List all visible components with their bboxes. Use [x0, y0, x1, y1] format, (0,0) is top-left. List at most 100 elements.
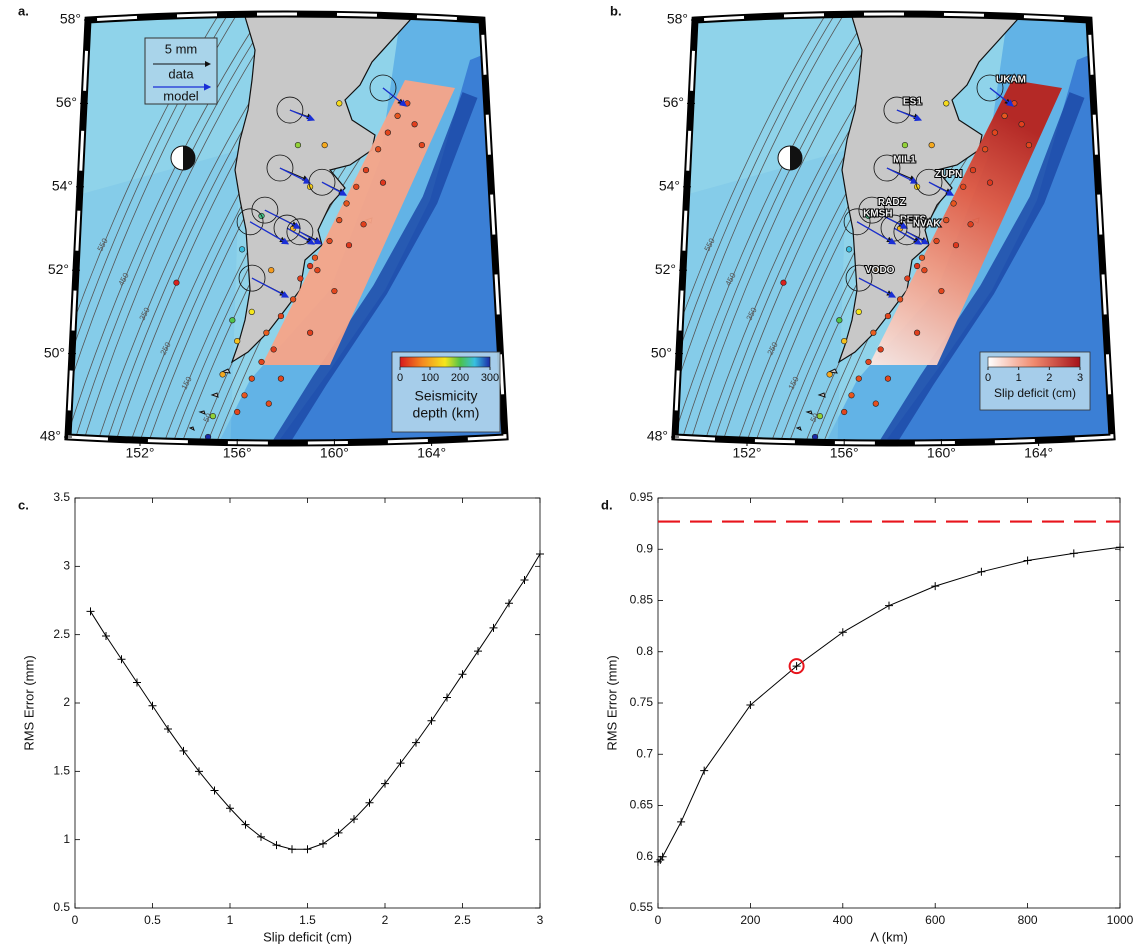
station-label: MIL1 — [893, 155, 916, 166]
earthquake — [873, 401, 879, 407]
earthquake — [943, 217, 949, 223]
earthquake — [929, 142, 935, 148]
panel-label: d. — [601, 497, 613, 512]
lon-tick-label: 156° — [223, 445, 252, 461]
station-label: NVAK — [913, 218, 941, 229]
earthquake — [914, 330, 920, 336]
earthquake — [934, 238, 940, 244]
colorbar-tick-label: 3 — [1077, 372, 1083, 384]
earthquake — [312, 255, 318, 261]
x-tick-label: 3 — [537, 913, 544, 927]
colorbar-title: Slip deficit (cm) — [994, 386, 1076, 400]
earthquake — [919, 255, 925, 261]
x-axis-label: Λ (km) — [870, 929, 908, 944]
y-tick-label: 3 — [63, 559, 70, 573]
lat-tick-label: 58° — [60, 11, 81, 27]
colorbar-tick-label: 300 — [481, 372, 499, 384]
earthquake — [849, 393, 855, 399]
earthquake — [266, 401, 272, 407]
colorbar-title: depth (km) — [413, 405, 480, 421]
x-tick-label: 0.5 — [144, 913, 161, 927]
earthquake — [290, 297, 296, 303]
earthquake — [380, 180, 386, 186]
legend-model: model — [163, 88, 199, 103]
earthquake — [987, 180, 993, 186]
colorbar-tick-label: 1 — [1016, 372, 1022, 384]
colorbar-tick-label: 2 — [1046, 372, 1052, 384]
line-panel: c.0.511.522.533.500.511.522.53Slip defic… — [18, 490, 544, 944]
lat-tick-label: 54° — [52, 178, 73, 194]
x-tick-label: 0 — [655, 913, 662, 927]
colorbar — [400, 357, 490, 367]
earthquake — [1002, 113, 1008, 119]
colorbar-tick-label: 200 — [451, 372, 469, 384]
earthquake — [866, 359, 872, 365]
station-label: VODO — [865, 265, 895, 276]
y-axis-label: RMS Error (mm) — [21, 655, 36, 750]
earthquake — [939, 288, 945, 294]
lat-tick-label: 48° — [647, 428, 668, 444]
earthquake — [885, 376, 891, 382]
earthquake — [336, 217, 342, 223]
y-tick-label: 0.55 — [630, 900, 654, 914]
earthquake — [419, 142, 425, 148]
earthquake — [363, 167, 369, 173]
earthquake — [259, 359, 265, 365]
x-tick-label: 200 — [740, 913, 760, 927]
lon-tick-label: 164° — [417, 445, 446, 461]
earthquake — [344, 201, 350, 207]
earthquake — [922, 267, 928, 273]
earthquake — [968, 222, 974, 228]
y-tick-label: 0.65 — [630, 798, 654, 812]
y-tick-label: 0.8 — [636, 644, 653, 658]
x-axis-label: Slip deficit (cm) — [263, 929, 352, 944]
x-tick-label: 1000 — [1107, 913, 1134, 927]
y-tick-label: 3.5 — [53, 490, 70, 504]
earthquake — [298, 276, 304, 282]
earthquake — [336, 101, 342, 107]
earthquake — [353, 184, 359, 190]
earthquake — [220, 372, 226, 378]
lon-tick-label: 152° — [733, 445, 762, 461]
earthquake — [230, 317, 236, 323]
panel-label: a. — [18, 3, 29, 18]
earthquake — [242, 393, 248, 399]
lat-tick-label: 56° — [56, 94, 77, 110]
y-tick-label: 0.6 — [636, 849, 653, 863]
earthquake — [871, 330, 877, 336]
lon-tick-label: 160° — [927, 445, 956, 461]
earthquake — [827, 372, 833, 378]
lat-tick-label: 58° — [667, 11, 688, 27]
y-tick-label: 2 — [63, 695, 70, 709]
earthquake — [856, 309, 862, 315]
earthquake — [846, 247, 852, 253]
colorbar-title: Seismicity — [414, 388, 477, 404]
earthquake — [322, 142, 328, 148]
earthquake — [885, 313, 891, 319]
earthquake — [841, 409, 847, 415]
y-tick-label: 1 — [63, 832, 70, 846]
y-tick-label: 0.75 — [630, 695, 654, 709]
earthquake — [234, 338, 240, 344]
earthquake — [914, 263, 920, 269]
earthquake — [905, 276, 911, 282]
earthquake — [897, 297, 903, 303]
colorbar-tick-label: 0 — [397, 372, 403, 384]
earthquake — [307, 263, 313, 269]
legend-data: data — [168, 66, 194, 81]
lon-tick-label: 164° — [1024, 445, 1053, 461]
earthquake — [278, 376, 284, 382]
earthquake — [943, 101, 949, 107]
station-label: KMSH — [863, 208, 892, 219]
earthquake — [264, 330, 270, 336]
y-tick-label: 0.5 — [53, 900, 70, 914]
earthquake — [375, 146, 381, 152]
colorbar-tick-label: 0 — [985, 372, 991, 384]
station-label: ZUPN — [935, 169, 962, 180]
earthquake — [960, 184, 966, 190]
panel-label: c. — [18, 497, 29, 512]
earthquake — [982, 146, 988, 152]
earthquake — [239, 247, 245, 253]
earthquake — [412, 121, 418, 127]
